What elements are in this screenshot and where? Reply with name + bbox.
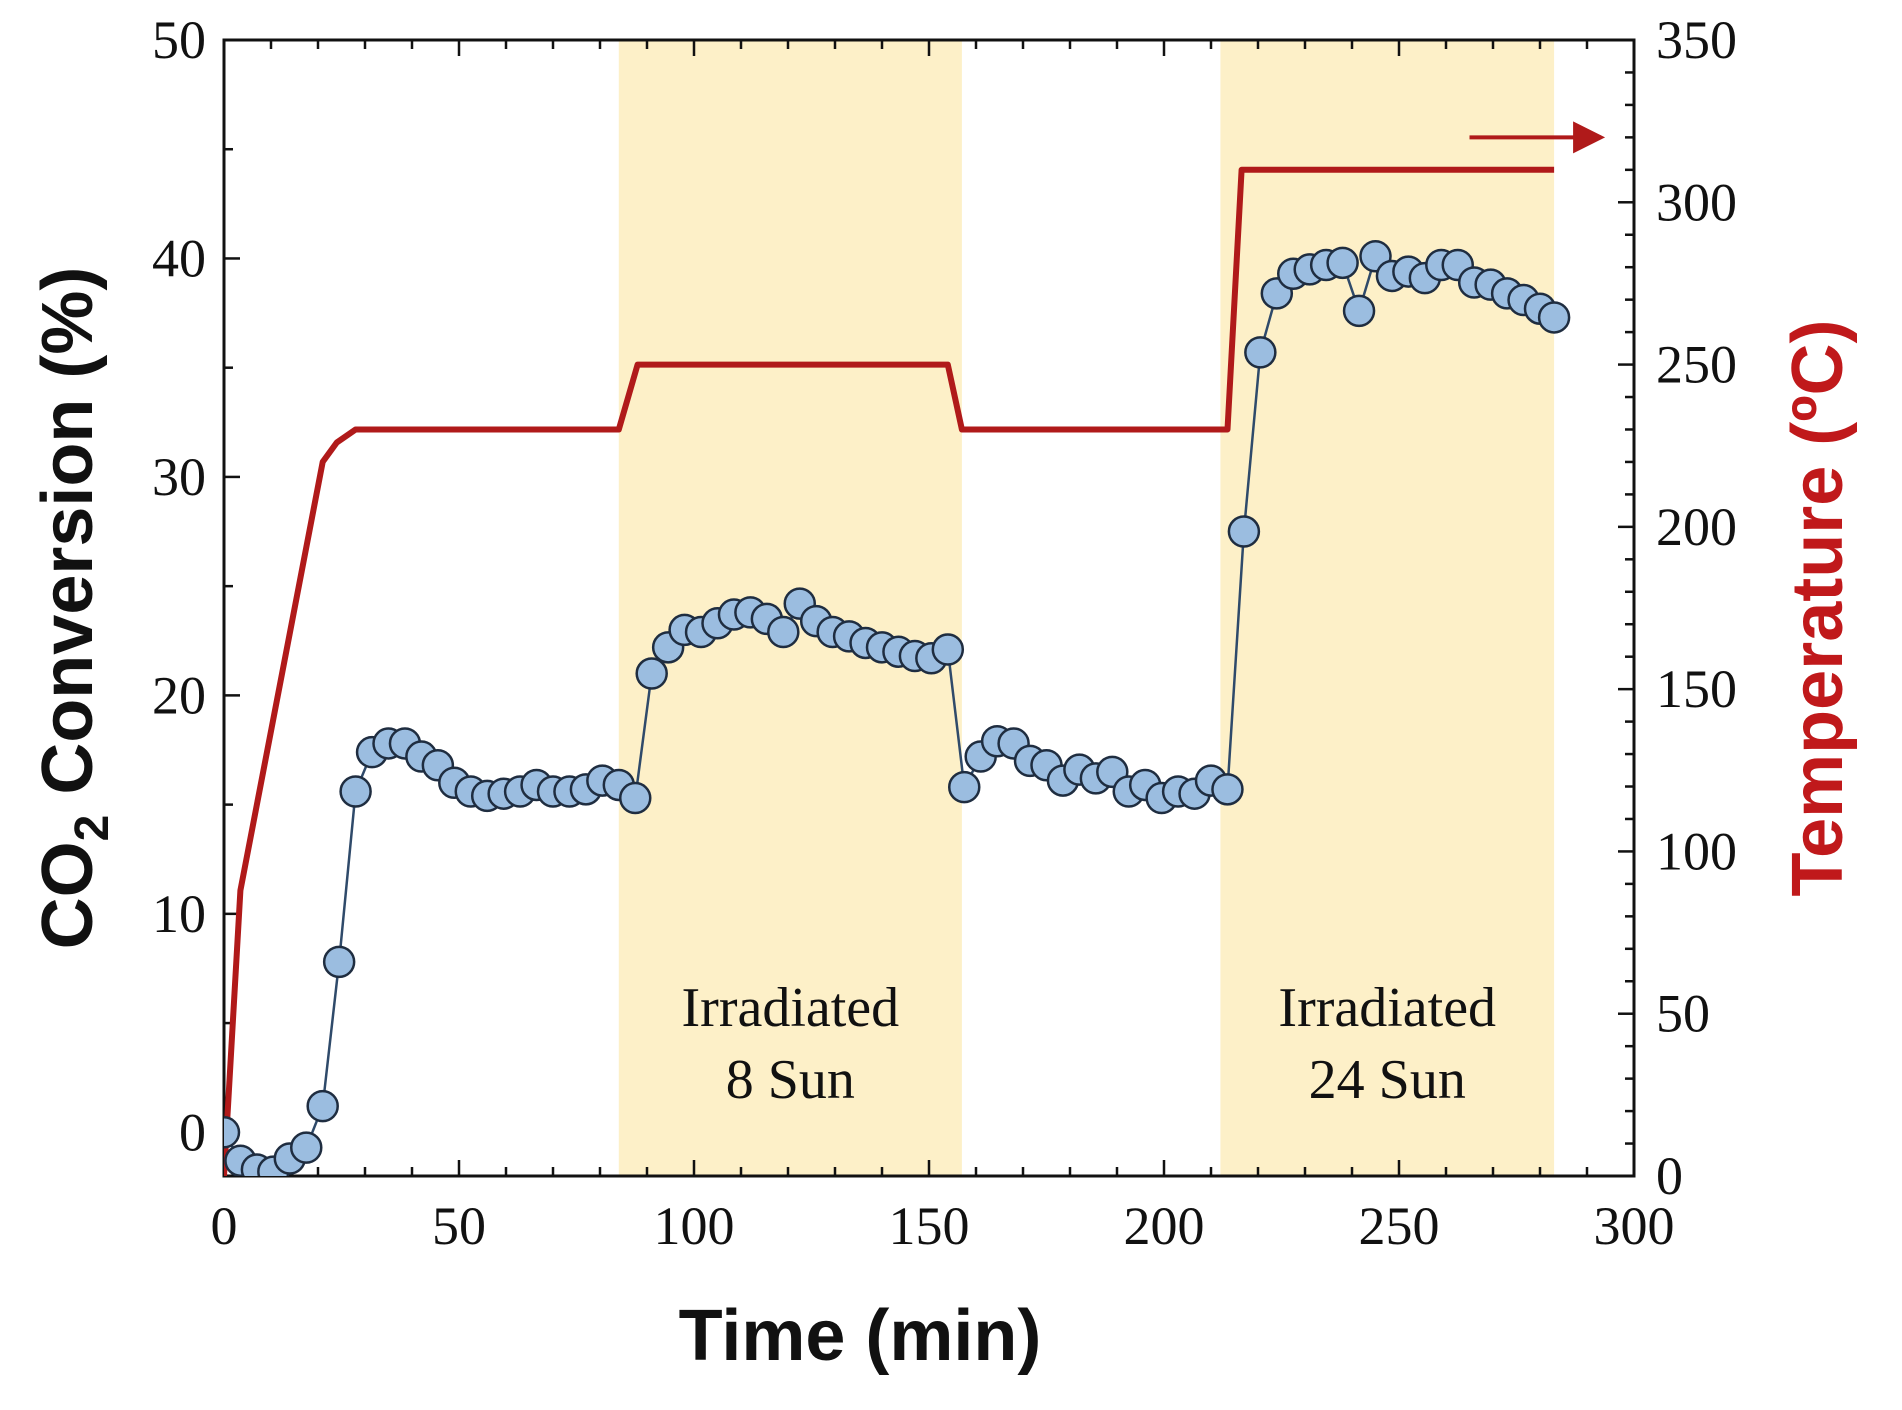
y-left-tick-label: 40 (152, 228, 206, 288)
shaded-regions (618, 40, 1555, 1176)
conversion-point (339, 775, 372, 808)
region-label-line2-2: 24 Sun (1309, 1049, 1466, 1111)
x-tick-label: 300 (1594, 1196, 1675, 1256)
x-tick-label: 150 (889, 1196, 970, 1256)
y-left-tick-label: 50 (152, 10, 206, 70)
conversion-point (1227, 515, 1261, 548)
x-tick-label: 100 (654, 1196, 735, 1256)
y-right-tick-label: 50 (1656, 984, 1710, 1044)
annotations: Irradiated 8 Sun Irradiated 24 Sun (682, 121, 1606, 1111)
x-tick-label: 50 (432, 1196, 486, 1256)
y-right-tick-label: 200 (1656, 497, 1737, 557)
conversion-series (224, 240, 1571, 1176)
conversion-point (322, 945, 356, 979)
y-left-title-subscript: 2 (66, 815, 119, 842)
y-right-tick-label: 100 (1656, 821, 1737, 881)
y-right-tick-label: 350 (1656, 10, 1737, 70)
y-axis-right-title: Temperature (ºC) (1778, 319, 1858, 896)
y-left-title-main: CO (28, 841, 108, 949)
y-right-tick-label: 300 (1656, 172, 1737, 232)
region-label-line2-1: 8 Sun (726, 1049, 855, 1111)
temperature-series (224, 166, 1555, 1176)
conversion-point (767, 615, 800, 649)
conversion-point (1326, 246, 1359, 280)
axis-ticks (222, 38, 1636, 1178)
y-right-tick-label: 250 (1656, 335, 1737, 395)
conversion-point (619, 781, 652, 815)
conversion-point (306, 1089, 339, 1123)
y-left-tick-label: 10 (152, 884, 206, 944)
x-tick-label: 0 (211, 1196, 238, 1256)
conversion-point (948, 770, 981, 804)
conversion-point (1244, 336, 1277, 369)
conversion-point (1537, 301, 1571, 334)
y-left-tick-label: 30 (152, 447, 206, 507)
x-axis-title: Time (min) (679, 1296, 1042, 1376)
conversion-point (931, 633, 965, 666)
conversion-point (290, 1131, 323, 1164)
conversion-point (1211, 773, 1244, 806)
region-label-line1-2: Irradiated (1278, 977, 1496, 1039)
y-left-tick-label: 0 (179, 1102, 206, 1162)
x-tick-label: 200 (1124, 1196, 1205, 1256)
y-left-title-rest: Conversion (%) (28, 267, 108, 815)
y-axis-left-title: CO2 Conversion (%) (28, 267, 119, 950)
temperature-line (224, 166, 1555, 1176)
tick-labels: 0 50 100 150 200 250 3000102030405005010015020… (152, 10, 1737, 1256)
y-left-tick-label: 20 (152, 665, 206, 725)
irradiated-region-2 (1220, 40, 1555, 1176)
conversion-point (635, 657, 668, 690)
y-right-tick-label: 0 (1656, 1146, 1683, 1206)
conversion-point (1342, 294, 1376, 328)
x-tick-label: 250 (1359, 1196, 1440, 1256)
conversion-point (224, 1116, 241, 1149)
region-label-line1-1: Irradiated (682, 977, 900, 1039)
y-right-tick-label: 150 (1656, 659, 1737, 719)
